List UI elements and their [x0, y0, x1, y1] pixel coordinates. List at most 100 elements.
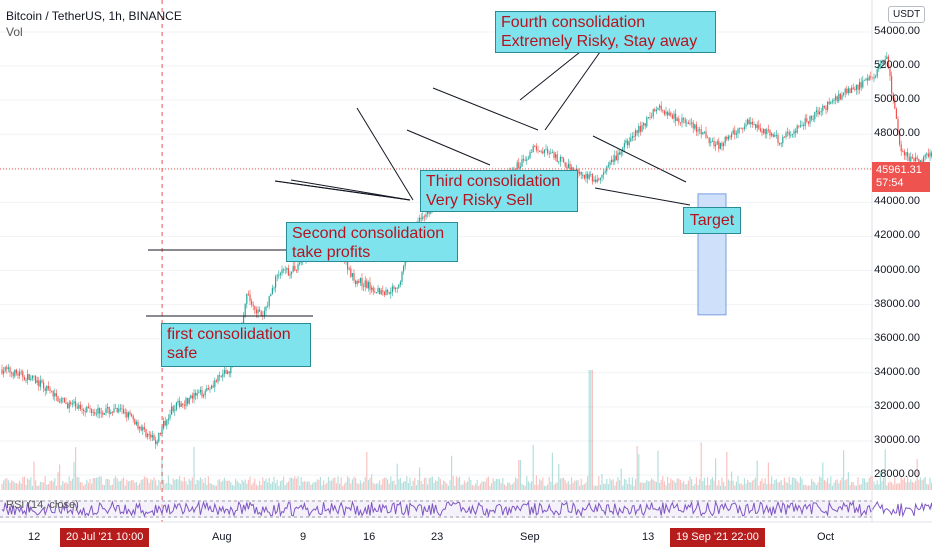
volume-bar: [65, 481, 67, 490]
volume-bar: [903, 477, 905, 490]
candle-body: [839, 93, 841, 100]
volume-bar: [579, 485, 581, 490]
volume-bar: [731, 471, 733, 490]
volume-bar: [735, 481, 737, 490]
candle-body: [140, 426, 142, 431]
candle-body: [601, 174, 603, 178]
candle-body: [212, 385, 214, 388]
volume-bar: [724, 485, 726, 490]
volume-bar: [351, 479, 353, 490]
candle-body: [769, 129, 771, 136]
volume-bar: [524, 485, 526, 490]
volume-bar: [635, 479, 637, 490]
candle-body: [913, 157, 915, 162]
candle-body: [836, 96, 838, 102]
candle-body: [118, 408, 120, 413]
candle-body: [33, 375, 35, 377]
candle-body: [428, 211, 430, 214]
volume-bar: [235, 478, 237, 490]
candle-body: [820, 111, 822, 112]
candle-body: [382, 290, 384, 292]
candle-body: [745, 124, 747, 127]
volume-bar: [131, 479, 133, 490]
candle-body: [582, 174, 584, 176]
candle-body: [614, 155, 616, 162]
volume-bar: [595, 485, 597, 490]
volume-bar: [750, 482, 752, 490]
candle-body: [774, 135, 776, 137]
volume-bar: [844, 480, 846, 490]
volume-bar: [86, 479, 88, 490]
candle-body: [817, 110, 819, 115]
candle-body: [132, 415, 134, 420]
volume-bar: [27, 478, 29, 490]
volume-bar: [787, 482, 789, 490]
candle-body: [591, 174, 593, 182]
volume-bar: [343, 483, 345, 490]
candle-body: [111, 412, 113, 413]
volume-bar: [627, 483, 629, 490]
volume-bar: [510, 484, 512, 490]
candle-body: [105, 408, 107, 414]
candle-body: [366, 280, 368, 289]
candle-body: [379, 288, 381, 295]
candle-body: [391, 286, 393, 293]
candle-body: [795, 130, 797, 133]
volume-bar: [155, 480, 157, 490]
volume-bar: [257, 485, 259, 490]
candle-body: [263, 310, 265, 316]
volume-bar: [460, 485, 462, 490]
volume-bar: [462, 484, 464, 490]
trendline: [406, 129, 491, 166]
candle-body: [804, 118, 806, 126]
volume-bar: [404, 481, 406, 490]
candle-body: [847, 88, 849, 94]
volume-bar: [743, 478, 745, 490]
volume-bar: [339, 483, 341, 490]
candle-body: [806, 118, 808, 122]
candle-body: [561, 157, 563, 159]
candle-body: [855, 84, 857, 90]
candle-body: [779, 143, 781, 145]
volume-bar: [452, 476, 454, 490]
candle-body: [548, 153, 550, 154]
volume-bar: [51, 480, 53, 490]
candle-body: [385, 289, 387, 296]
volume-bar: [380, 484, 382, 490]
candle-body: [857, 84, 859, 90]
candle-body: [150, 434, 152, 438]
volume-bar: [569, 484, 571, 490]
volume-bar: [836, 479, 838, 490]
volume-bar: [196, 479, 198, 490]
candle-body: [49, 388, 51, 391]
volume-bar: [892, 484, 894, 490]
volume-bar: [857, 477, 859, 490]
candle-body: [788, 131, 790, 136]
candle-body: [43, 382, 45, 389]
currency-badge[interactable]: USDT: [888, 6, 926, 23]
volume-bar: [766, 484, 768, 490]
candle-body: [260, 311, 262, 316]
candle-body: [134, 419, 136, 425]
rsi-band: [0, 500, 872, 518]
volume-bar: [347, 476, 349, 490]
volume-bar: [703, 477, 705, 490]
candle-body: [4, 367, 6, 371]
volume-bar: [670, 478, 672, 490]
candle-body: [73, 401, 75, 404]
candle-body: [6, 367, 8, 369]
volume-bar: [478, 485, 480, 490]
volume-bar: [175, 479, 177, 490]
date-marker-start: 20 Jul '21 10:00: [60, 528, 150, 547]
candle-body: [247, 293, 249, 295]
volume-bar: [737, 476, 739, 490]
volume-bar: [604, 483, 606, 490]
volume-bar: [583, 484, 585, 490]
candle-body: [676, 118, 678, 121]
volume-bar: [110, 485, 112, 490]
volume-bar: [830, 476, 832, 490]
candle-body: [230, 367, 232, 374]
callout-first-line2: safe: [167, 345, 198, 362]
volume-bar: [220, 481, 222, 490]
